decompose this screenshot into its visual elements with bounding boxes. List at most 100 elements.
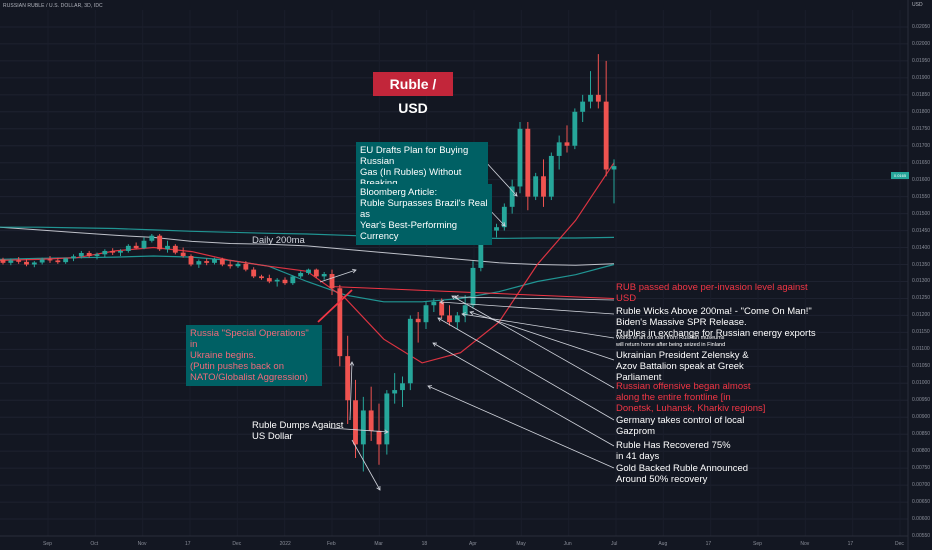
- candle-body: [102, 250, 108, 255]
- candle-body: [110, 250, 116, 253]
- y-tick-label: 0.01600: [912, 176, 931, 183]
- y-tick-label: 0.01750: [912, 125, 931, 132]
- annotation-rub-passed: RUB passed above per-invasion level agai…: [616, 282, 808, 304]
- candle-body: [212, 259, 217, 263]
- annotation-arrow: [454, 296, 615, 301]
- candle-body: [149, 235, 155, 241]
- x-tick-label: 2022: [279, 541, 291, 547]
- candle-body: [219, 259, 225, 265]
- annotation-germany: Germany takes control of local Gazprom: [616, 415, 745, 437]
- y-tick-label: 0.00950: [912, 397, 931, 404]
- candle-body: [180, 252, 186, 257]
- annotation-arrow: [329, 427, 389, 433]
- annotation-arrowhead: [461, 312, 466, 317]
- annotation-arrow: [451, 295, 615, 389]
- candle-body: [172, 245, 178, 253]
- x-tick-label: Apr: [469, 541, 477, 547]
- candle-body: [188, 256, 194, 265]
- candle-body: [235, 263, 241, 267]
- annotation-offensive: Russian offensive began almost along the…: [616, 381, 766, 414]
- x-tick-label: Oct: [90, 541, 99, 547]
- x-tick-label: Jul: [611, 541, 618, 547]
- candle-body: [204, 261, 210, 263]
- x-tick-label: Jun: [563, 541, 572, 547]
- candle-body: [533, 176, 539, 197]
- y-tick-label: 0.01400: [912, 244, 931, 251]
- candle-body: [290, 276, 296, 284]
- annotation-arrowhead: [376, 485, 381, 491]
- candle-body: [196, 261, 202, 265]
- annotation-arrowhead: [439, 299, 444, 305]
- y-tick-label: 0.01850: [912, 91, 931, 98]
- ma-series-line: [0, 226, 615, 266]
- candle-body: [454, 315, 460, 323]
- candle-body: [556, 142, 562, 156]
- candle-body: [71, 256, 76, 259]
- annotation-works-of-art: Works of art on loan from Russian museum…: [616, 335, 726, 348]
- annotation-arrow: [351, 439, 381, 491]
- y-tick-label: 0.00650: [912, 499, 931, 506]
- candle-body: [118, 250, 123, 253]
- candle-body: [47, 259, 53, 261]
- annotation-arrowhead: [351, 268, 357, 274]
- candle-body: [125, 245, 131, 251]
- candle-body: [400, 383, 405, 391]
- candle-body: [94, 254, 100, 257]
- annotation-arrowhead: [427, 385, 433, 390]
- y-tick-label: 0.00850: [912, 431, 931, 438]
- candle-body: [611, 166, 617, 170]
- candle-body: [431, 301, 437, 306]
- candle-body: [24, 261, 29, 265]
- y-tick-label: 0.00800: [912, 448, 931, 455]
- candle-body: [525, 128, 531, 197]
- annotation-arrow: [483, 159, 518, 197]
- candle-body: [384, 393, 390, 445]
- chart-title: Ruble / USD: [373, 72, 453, 116]
- y-tick-label: 0.01950: [912, 57, 931, 64]
- candle-body: [462, 305, 468, 316]
- annotation-arrow: [439, 301, 615, 315]
- candle-body: [306, 269, 311, 273]
- candle-body: [541, 176, 546, 197]
- candle-body: [415, 318, 421, 323]
- candle-body: [298, 273, 304, 277]
- candle-body: [133, 245, 139, 249]
- y-tick-label: 0.01200: [912, 312, 931, 319]
- candle-body: [313, 269, 319, 277]
- y-tick-label: 0.01900: [912, 74, 931, 81]
- candle-body: [447, 315, 452, 323]
- annotation-recovered: Ruble Has Recovered 75% in 41 days: [616, 440, 731, 462]
- annotation-ruble-dumps: Ruble Dumps Against US Dollar: [252, 420, 344, 442]
- candle-body: [157, 235, 163, 250]
- candle-body: [55, 260, 61, 263]
- candle-body: [243, 263, 249, 270]
- y-tick-label: 0.00750: [912, 465, 931, 472]
- x-tick-label: 17: [705, 541, 712, 547]
- annotation-arrow: [319, 269, 357, 283]
- y-tick-label: 0.01550: [912, 193, 931, 200]
- y-tick-label: 0.00700: [912, 482, 931, 489]
- x-tick-label: Dec: [232, 541, 242, 547]
- candle-body: [494, 227, 499, 231]
- y-tick-label: 0.02000: [912, 40, 931, 47]
- candle-body: [595, 94, 601, 102]
- x-tick-label: Mar: [374, 541, 383, 547]
- y-tick-label: 0.01150: [912, 329, 930, 336]
- annotation-arrow: [427, 385, 615, 469]
- y-tick-label: 0.01800: [912, 108, 931, 115]
- x-tick-label: Sep: [753, 541, 762, 547]
- candle-body: [368, 410, 374, 431]
- x-tick-label: Feb: [327, 541, 336, 547]
- candle-body: [321, 274, 327, 277]
- x-tick-label: 17: [847, 541, 854, 547]
- y-tick-label: 0.01000: [912, 380, 931, 387]
- symbol-header: RUSSIAN RUBLE / U.S. DOLLAR, 3D, IDC: [3, 3, 103, 9]
- candle-body: [86, 252, 92, 257]
- x-tick-label: Dec: [895, 541, 904, 547]
- annotation-arrowhead: [437, 317, 443, 322]
- y-tick-label: 0.01650: [912, 159, 931, 166]
- y-tick-label: 0.00550: [912, 533, 931, 539]
- candle-body: [78, 252, 84, 257]
- candle-body: [274, 279, 280, 282]
